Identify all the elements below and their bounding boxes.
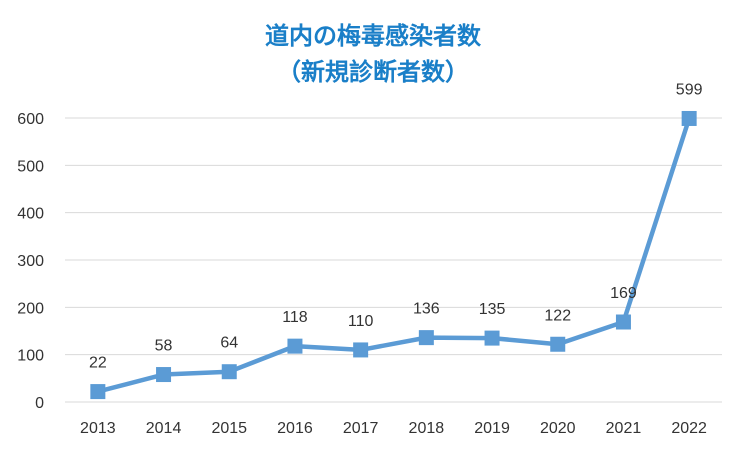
data-label: 136 [413,301,440,318]
data-point-marker [550,336,566,352]
x-tick-label: 2018 [409,420,445,437]
data-point-marker [221,364,237,380]
data-label: 599 [676,81,703,98]
data-label: 110 [348,313,374,330]
data-point-marker [681,110,697,126]
x-axis-ticks: 2013 2014 2015 2016 2017 2018 2019 2020 2021 2022 [80,420,707,437]
y-tick-label: 500 [17,158,44,175]
data-point-marker [156,367,172,383]
x-tick-label: 2022 [671,420,707,437]
y-tick-label: 600 [17,111,44,128]
data-label: 58 [155,338,173,355]
data-label: 135 [479,301,506,318]
data-label: 169 [610,285,637,302]
x-tick-label: 2016 [277,420,313,437]
data-point-marker [287,338,303,354]
data-labels: 22 58 64 118 110 136 135 122 169 599 [89,81,703,371]
y-tick-label: 200 [17,300,44,317]
x-tick-label: 2015 [211,420,247,437]
x-tick-label: 2017 [343,420,379,437]
x-tick-label: 2020 [540,420,576,437]
series-line [95,116,692,394]
chart-title: 道内の梅毒感染者数 [265,22,482,50]
chart-subtitle: （新規診断者数） [277,58,469,86]
data-point-marker [353,342,369,358]
data-label: 118 [282,309,308,326]
series-layer [90,110,697,400]
data-point-marker [90,384,106,400]
x-tick-label: 2019 [474,420,510,437]
data-label: 22 [89,355,107,372]
x-tick-label: 2021 [606,420,642,437]
y-tick-label: 100 [17,348,44,365]
data-point-marker [418,330,434,346]
y-tick-label: 0 [35,395,44,412]
data-label: 64 [220,335,238,352]
data-label: 122 [544,307,571,324]
y-tick-label: 300 [17,253,44,270]
data-point-marker [615,314,631,330]
x-tick-label: 2013 [80,420,116,437]
x-tick-label: 2014 [146,420,182,437]
data-point-marker [484,330,500,346]
y-tick-label: 400 [17,206,44,223]
gridlines [65,117,722,403]
y-axis-ticks: 0 100 200 300 400 500 600 [17,111,44,412]
